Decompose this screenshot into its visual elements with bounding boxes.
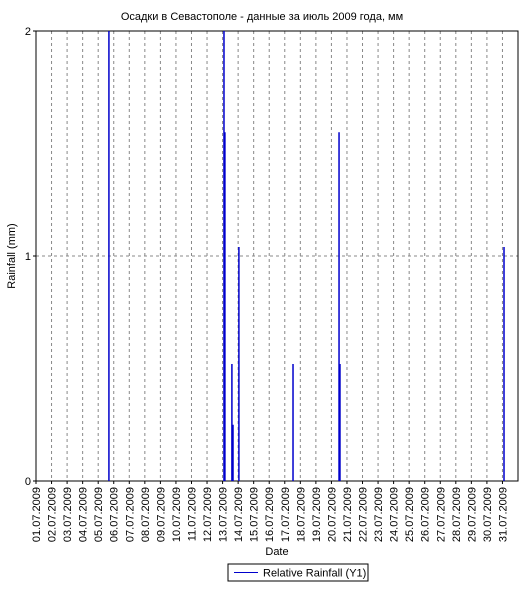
x-tick-label: 20.07.2009 — [326, 487, 338, 542]
x-tick-label: 11.07.2009 — [186, 487, 198, 541]
x-tick-label: 15.07.2009 — [249, 487, 261, 542]
x-tick-label: 16.07.2009 — [264, 487, 276, 542]
x-tick-label: 18.07.2009 — [295, 487, 307, 542]
x-tick-label: 24.07.2009 — [389, 487, 401, 542]
x-tick-label: 21.07.2009 — [342, 487, 354, 542]
x-tick-label: 17.07.2009 — [280, 487, 292, 542]
x-tick-label: 25.07.2009 — [404, 487, 416, 542]
y-axis-label: Rainfall (mm) — [6, 223, 18, 288]
y-tick-label: 1 — [25, 251, 31, 263]
legend-box — [227, 563, 369, 582]
x-tick-label: 28.07.2009 — [451, 487, 463, 542]
x-tick-label: 22.07.2009 — [358, 487, 370, 542]
x-tick-label: 19.07.2009 — [311, 487, 323, 542]
x-tick-label: 29.07.2009 — [466, 487, 478, 542]
legend-label: Relative Rainfall (Y1) — [263, 568, 366, 580]
x-tick-label: 07.07.2009 — [124, 487, 136, 542]
x-tick-label: 27.07.2009 — [435, 487, 447, 542]
chart-title: Осадки в Севастополе - данные за июль 20… — [121, 11, 403, 23]
x-tick-label: 12.07.2009 — [202, 487, 214, 542]
x-tick-label: 26.07.2009 — [420, 487, 432, 542]
x-tick-label: 10.07.2009 — [171, 487, 183, 542]
x-tick-label: 06.07.2009 — [109, 487, 121, 542]
y-tick-label: 0 — [25, 476, 31, 488]
x-tick-label: 09.07.2009 — [155, 487, 167, 542]
plot-frame — [35, 30, 519, 482]
x-tick-label: 05.07.2009 — [93, 487, 105, 542]
x-tick-label: 02.07.2009 — [47, 487, 59, 542]
x-tick-label: 08.07.2009 — [140, 487, 152, 542]
x-tick-label: 31.07.2009 — [497, 487, 509, 542]
x-tick-label: 03.07.2009 — [62, 487, 74, 542]
x-axis-label: Date — [265, 546, 288, 558]
x-tick-label: 23.07.2009 — [373, 487, 385, 542]
x-tick-label: 13.07.2009 — [218, 487, 230, 542]
legend: Relative Rainfall (Y1) — [227, 563, 369, 582]
x-tick-label: 30.07.2009 — [482, 487, 494, 542]
x-tick-label: 14.07.2009 — [233, 487, 245, 542]
x-tick-label: 01.07.2009 — [31, 487, 43, 542]
x-tick-label: 04.07.2009 — [78, 487, 90, 542]
y-tick-label: 2 — [25, 26, 31, 38]
